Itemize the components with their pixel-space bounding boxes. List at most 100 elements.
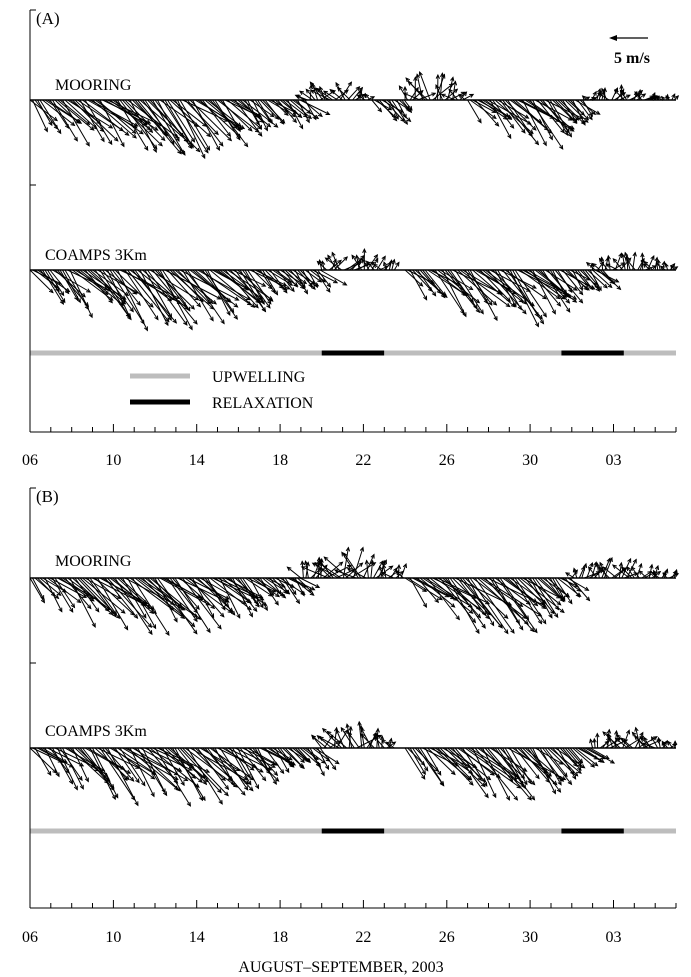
wind-vector xyxy=(318,562,342,579)
wind-vector xyxy=(147,269,188,326)
wind-vector-head xyxy=(477,776,483,782)
wind-vector xyxy=(301,566,329,579)
wind-vector xyxy=(409,747,426,775)
wind-vector-head xyxy=(326,287,331,293)
wind-vector xyxy=(651,571,661,579)
wind-vector xyxy=(400,563,407,579)
wind-vector xyxy=(154,747,191,807)
wind-vector xyxy=(42,269,64,305)
wind-vector xyxy=(603,567,618,579)
wind-vector xyxy=(49,99,70,129)
wind-vector-head xyxy=(148,128,154,134)
wind-vector xyxy=(589,747,610,760)
wind-vector xyxy=(37,99,53,126)
wind-vector xyxy=(97,577,129,630)
wind-vector-head xyxy=(616,285,622,291)
wind-vector-head xyxy=(381,559,386,566)
wind-vector-head xyxy=(133,614,139,619)
wind-vector-head xyxy=(124,625,129,631)
wind-vector xyxy=(589,269,602,291)
wind-vector xyxy=(282,269,298,288)
wind-vector-head xyxy=(123,776,128,782)
wind-vector-head xyxy=(524,620,529,625)
wind-vector xyxy=(484,577,535,632)
wind-vector xyxy=(249,747,271,774)
wind-vector-head xyxy=(293,282,298,288)
wind-vector xyxy=(182,747,229,796)
wind-vector xyxy=(62,747,84,790)
wind-vector xyxy=(74,269,108,290)
wind-vector xyxy=(277,99,297,123)
wind-vector xyxy=(179,99,210,151)
wind-vector xyxy=(142,269,189,310)
wind-vector xyxy=(554,269,583,304)
wind-vector xyxy=(614,89,625,101)
wind-vector-head xyxy=(169,600,175,606)
wind-vector-head xyxy=(537,612,543,617)
wind-vector-head xyxy=(162,791,168,797)
wind-vector-head xyxy=(317,562,323,567)
wind-vector xyxy=(322,728,343,749)
wind-vector-head xyxy=(634,726,639,732)
wind-vector xyxy=(366,254,378,271)
wind-vector xyxy=(534,577,560,610)
wind-vector-head xyxy=(91,622,96,628)
wind-vector xyxy=(237,747,259,789)
wind-vector-head xyxy=(172,318,178,324)
wind-vector xyxy=(635,727,641,749)
wind-vector xyxy=(574,747,598,767)
wind-vector-head xyxy=(626,565,631,571)
wind-vector-head xyxy=(533,628,538,634)
wind-vector-head xyxy=(299,90,304,96)
wind-vector-head xyxy=(606,728,612,734)
wind-vector-head xyxy=(568,125,573,131)
wind-vector xyxy=(84,269,113,303)
wind-vector-head xyxy=(519,625,524,631)
wind-vector xyxy=(624,257,636,271)
wind-vector xyxy=(549,99,572,137)
wind-vector xyxy=(257,99,273,124)
wind-vector-head xyxy=(405,77,410,83)
wind-vector-head xyxy=(434,598,440,604)
wind-vector-head xyxy=(588,115,593,121)
wind-vector-head xyxy=(274,600,279,606)
wind-vector-head xyxy=(476,613,482,619)
wind-vector-head xyxy=(224,785,230,791)
wind-vector-head xyxy=(73,785,78,791)
wind-vector xyxy=(104,747,134,782)
wind-vector-head xyxy=(667,740,672,746)
wind-vector xyxy=(537,577,565,602)
wind-vector-head xyxy=(124,131,130,136)
wind-vector xyxy=(62,269,81,303)
wind-vector xyxy=(482,269,524,303)
wind-vector xyxy=(269,577,282,595)
wind-vector xyxy=(639,258,645,271)
wind-vector xyxy=(619,90,628,101)
wind-vector xyxy=(82,99,130,136)
wind-vector-head xyxy=(76,298,81,304)
wind-vector-head xyxy=(272,779,277,785)
wind-vector xyxy=(177,269,211,305)
wind-vector-head xyxy=(592,737,597,743)
wind-vector-head xyxy=(396,563,402,569)
wind-vector-head xyxy=(289,762,295,768)
wind-vector xyxy=(277,577,290,595)
wind-vector-head xyxy=(126,769,132,774)
wind-vector xyxy=(79,747,115,791)
wind-vector-head xyxy=(395,570,401,576)
wind-vector xyxy=(84,577,121,599)
wind-vector-head xyxy=(365,260,371,266)
x-tick-label: 18 xyxy=(272,452,288,469)
wind-vector-head xyxy=(108,298,113,304)
wind-vector-head xyxy=(236,135,241,141)
wind-vector xyxy=(244,747,279,782)
wind-vector-head xyxy=(588,112,594,118)
wind-vector xyxy=(616,734,631,749)
wind-vector-head xyxy=(226,298,232,303)
wind-vector-head xyxy=(471,618,477,624)
wind-vector xyxy=(437,577,490,605)
wind-vector xyxy=(494,747,535,801)
wind-vector-head xyxy=(187,766,193,771)
wind-vector xyxy=(294,577,305,596)
wind-vector-head xyxy=(209,316,214,322)
